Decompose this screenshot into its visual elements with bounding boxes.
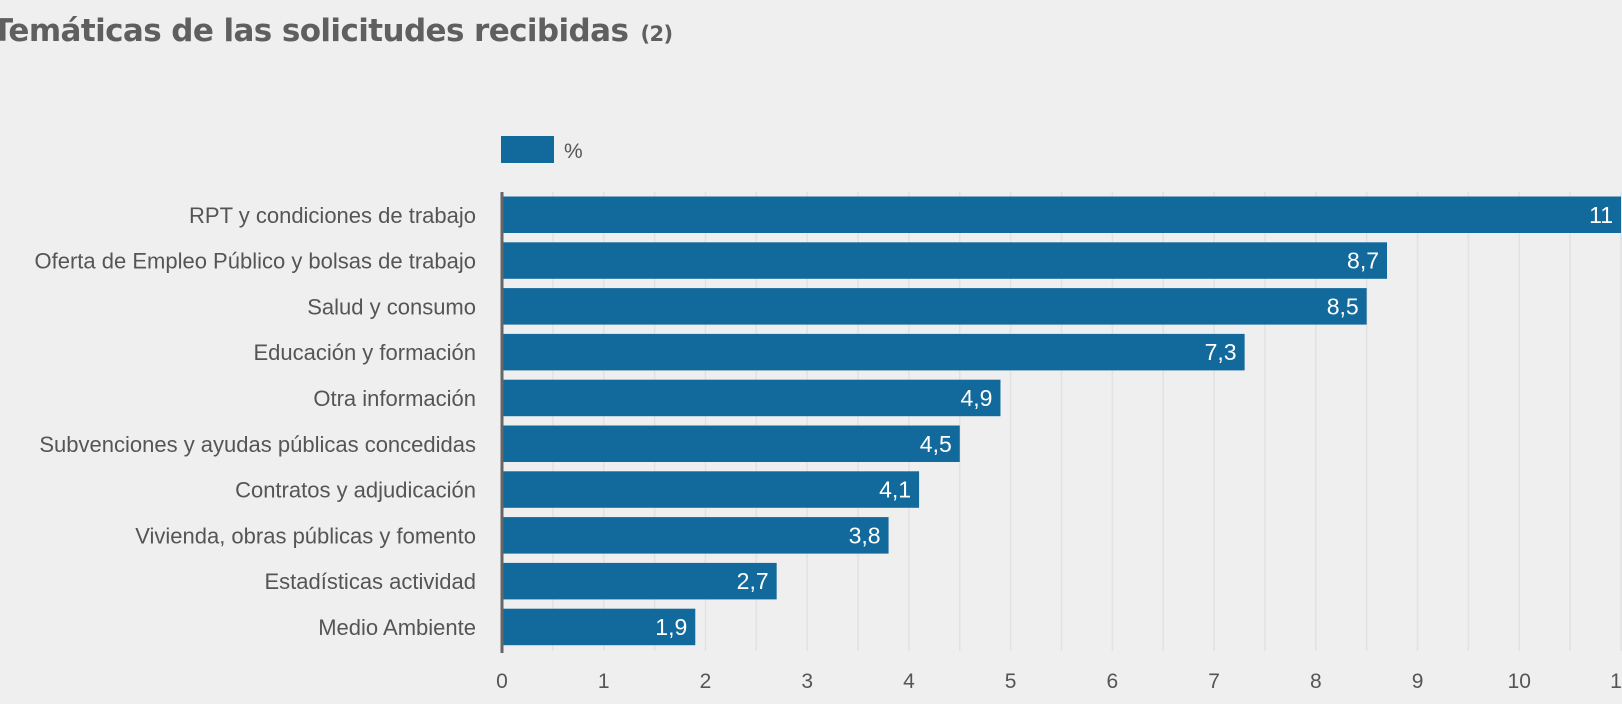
category-label: Medio Ambiente — [318, 615, 476, 640]
category-label: Oferta de Empleo Público y bolsas de tra… — [35, 249, 476, 274]
category-label: Vivienda, obras públicas y fomento — [135, 523, 476, 548]
x-tick-label: 6 — [1107, 670, 1119, 693]
category-labels: RPT y condiciones de trabajo Oferta de Em… — [35, 203, 476, 640]
bar — [502, 196, 1621, 233]
value-label: 3,8 — [849, 522, 881, 548]
x-tick-label: 9 — [1412, 670, 1424, 693]
bar — [502, 517, 889, 554]
category-label: Educación y formación — [253, 340, 476, 365]
category-label: Subvenciones y ayudas públicas concedida… — [39, 432, 476, 457]
x-tick-label: 0 — [496, 670, 508, 693]
bar — [502, 471, 920, 508]
value-labels: 11 8,7 8,5 7,3 4,9 4,5 4,1 3,8 2,7 1,9 — [655, 202, 1613, 640]
x-tick-label: 4 — [903, 670, 915, 693]
value-label: 8,7 — [1347, 248, 1379, 274]
category-label: Otra información — [313, 386, 476, 411]
bar — [502, 562, 777, 600]
bar — [502, 288, 1367, 325]
bar — [502, 608, 696, 646]
chart-title-note: (2) — [640, 22, 674, 46]
x-tick-label: 8 — [1310, 670, 1322, 693]
x-tick-labels: 0 1 2 3 4 5 6 7 8 9 10 11 — [496, 670, 1622, 693]
legend: % — [501, 136, 583, 163]
category-label: Salud y consumo — [307, 294, 476, 319]
category-label: Contratos y adjudicación — [235, 478, 476, 503]
legend-swatch — [501, 136, 554, 163]
bar — [502, 242, 1388, 279]
chart-title: Temáticas de las solicitudes recibidas (… — [0, 6, 673, 59]
value-label: 7,3 — [1205, 339, 1237, 365]
x-tick-label: 1 — [598, 670, 610, 693]
bar — [502, 425, 960, 462]
value-label: 2,7 — [737, 568, 769, 594]
x-tick-label: 11 — [1610, 670, 1622, 693]
value-label: 11 — [1589, 202, 1613, 228]
bar — [502, 379, 1001, 417]
value-label: 8,5 — [1327, 293, 1359, 319]
x-tick-label: 3 — [801, 670, 813, 693]
x-tick-label: 10 — [1508, 670, 1531, 693]
value-label: 4,9 — [960, 385, 992, 411]
chart-title-text: Temáticas de las solicitudes recibidas — [0, 13, 629, 49]
category-label: Estadísticas actividad — [264, 569, 476, 594]
value-label: 1,9 — [655, 614, 687, 640]
value-label: 4,1 — [879, 477, 911, 503]
value-label: 4,5 — [920, 431, 952, 457]
bars — [502, 196, 1621, 646]
x-tick-label: 2 — [700, 670, 712, 693]
x-tick-label: 5 — [1005, 670, 1017, 693]
bar — [502, 333, 1245, 371]
category-label: RPT y condiciones de trabajo — [189, 203, 476, 228]
x-tick-label: 7 — [1208, 670, 1220, 693]
legend-label: % — [564, 140, 583, 163]
